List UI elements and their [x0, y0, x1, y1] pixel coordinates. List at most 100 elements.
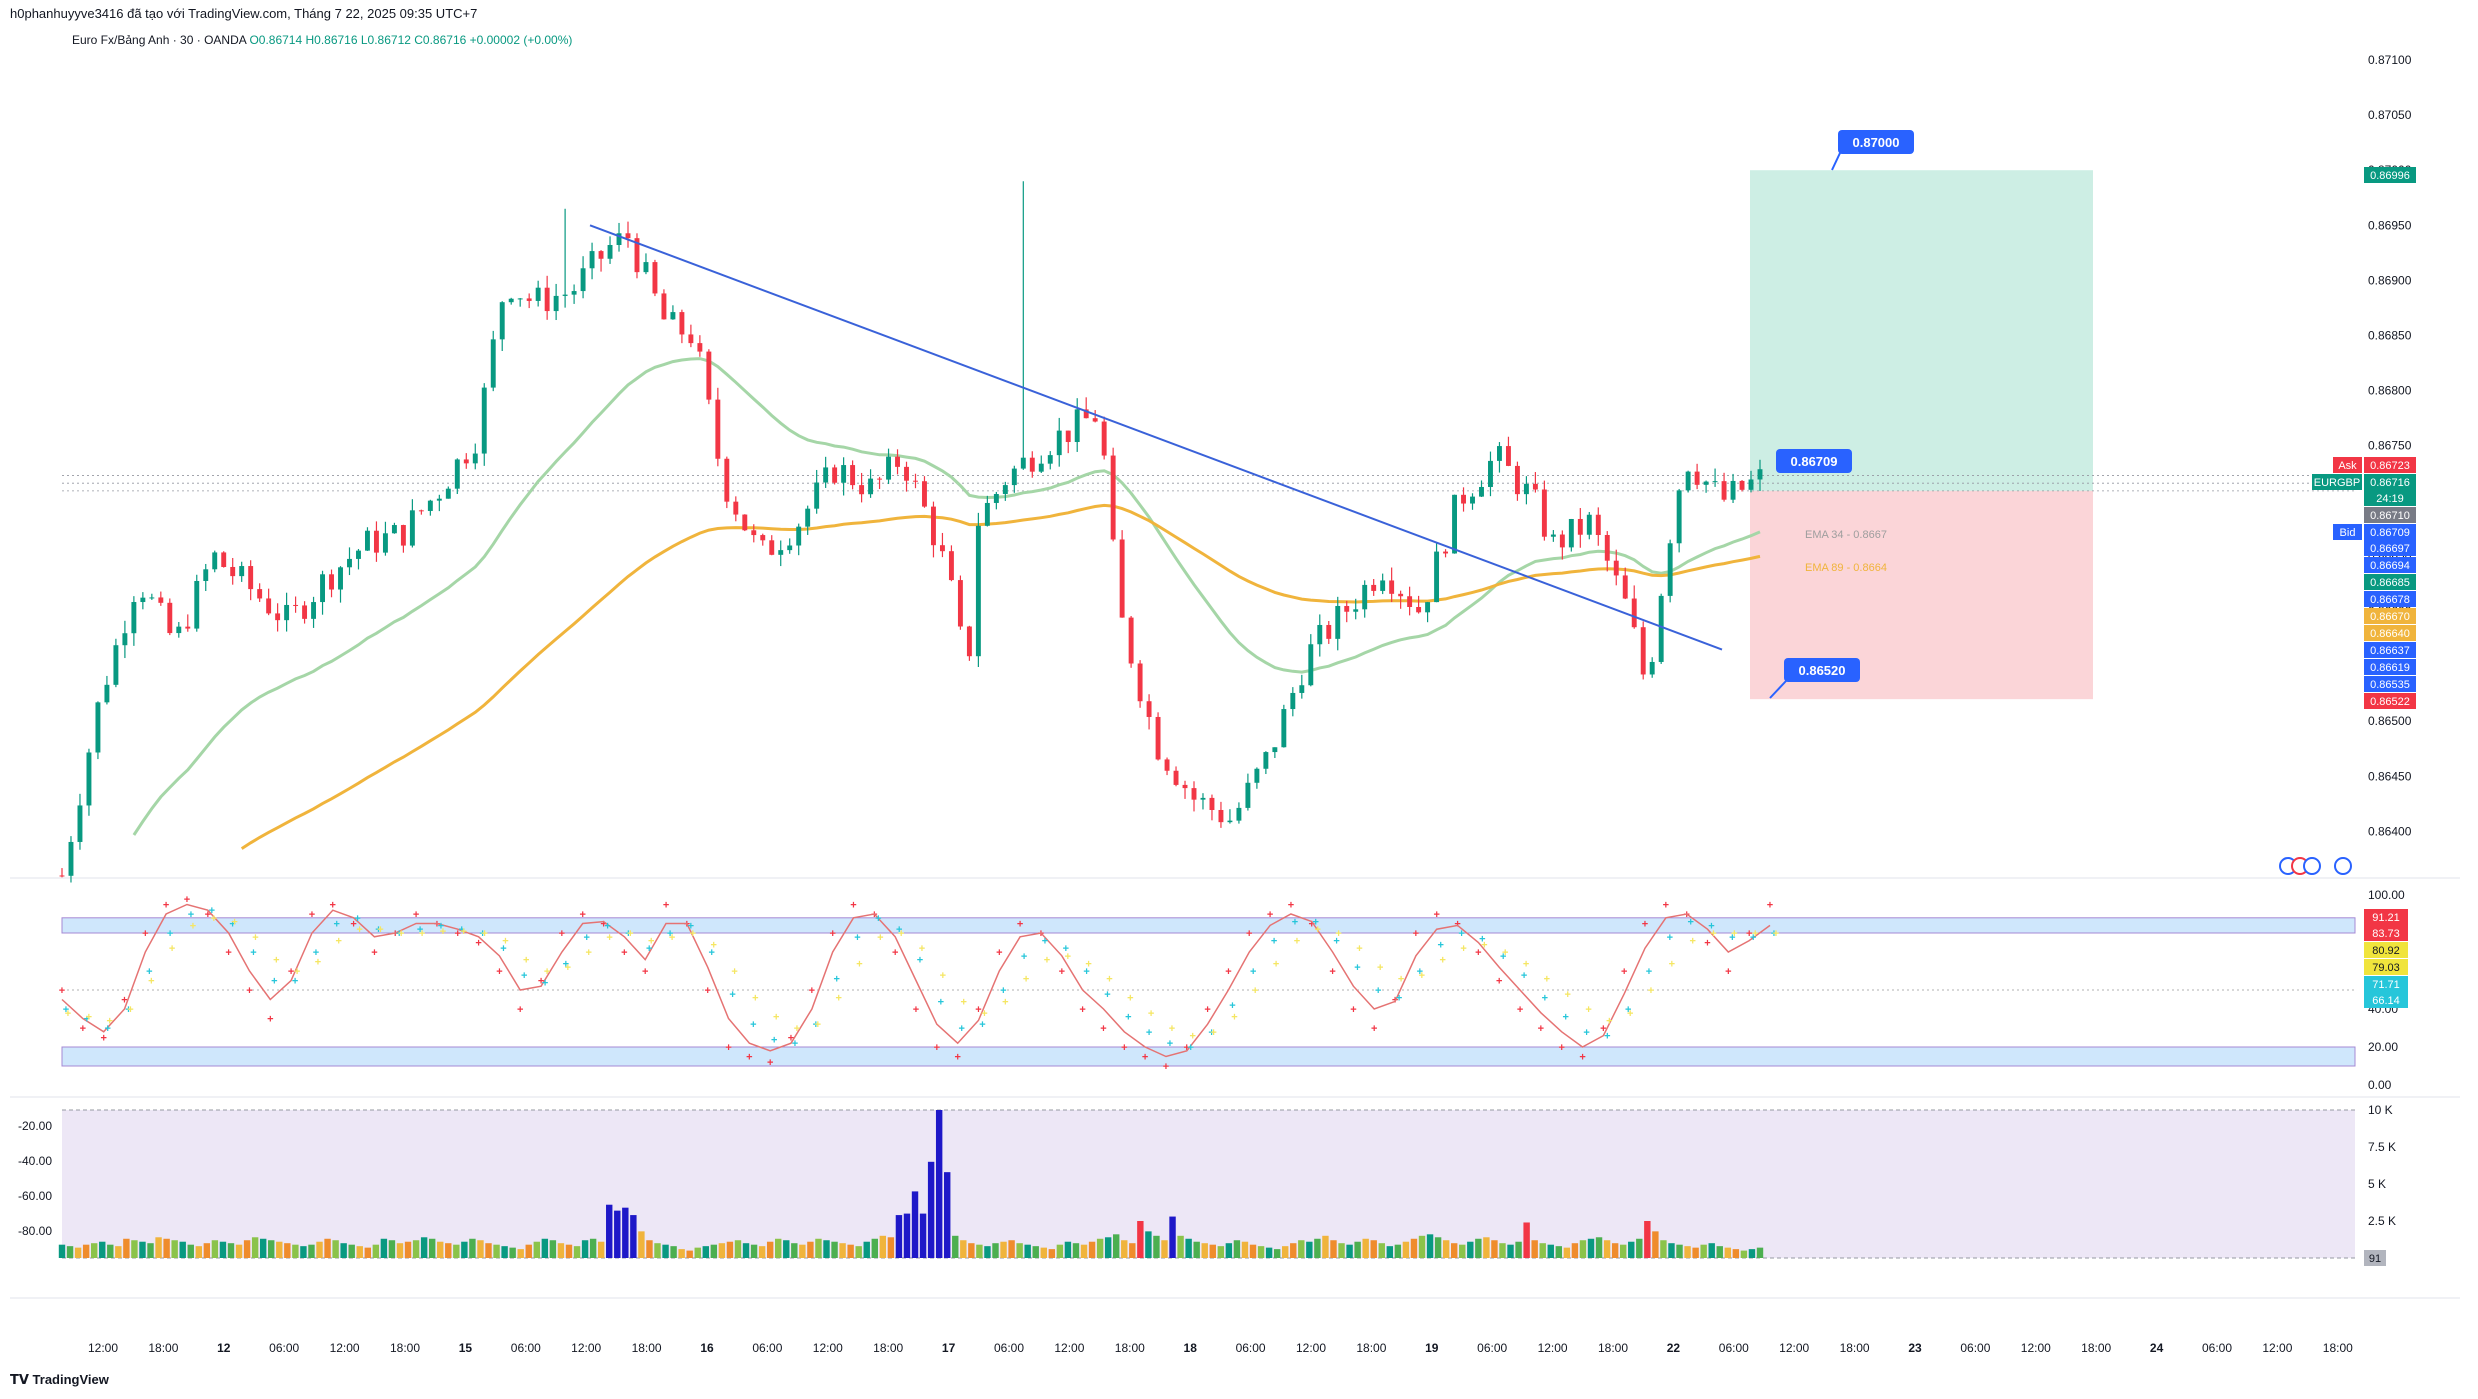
oscillator-point: +: [813, 1019, 819, 1031]
oscillator-point: +: [330, 900, 336, 912]
candle-body: [1739, 480, 1745, 490]
oscillator-point: +: [1083, 966, 1089, 978]
oscillator-point: +: [413, 909, 419, 921]
candle-body: [239, 566, 245, 577]
oscillator-point: +: [1417, 966, 1423, 978]
volume-bar: [1330, 1240, 1337, 1258]
oscillator-point: +: [809, 985, 815, 997]
price-scale-label-text: 0.86522: [2370, 696, 2410, 708]
volume-bar: [622, 1207, 629, 1258]
volume-left-tick: -40.00: [18, 1154, 52, 1168]
oscillator-point: +: [829, 928, 835, 940]
oscillator-point: +: [940, 970, 946, 982]
oscillator-point: +: [1667, 932, 1673, 944]
candle-body: [158, 597, 164, 603]
volume-bar: [1113, 1234, 1120, 1258]
oscillator-point: +: [690, 928, 696, 940]
candle-body: [1389, 580, 1395, 594]
time-tick-label: 12:00: [330, 1341, 360, 1355]
candle-body: [1362, 584, 1368, 610]
volume-bar: [1000, 1241, 1007, 1258]
oscillator-point: +: [1542, 993, 1548, 1005]
volume-bar: [1346, 1244, 1353, 1258]
time-axis[interactable]: 12:00 18:00 12 06:00 12:00 18:00 15 06:00 12:00 1…: [88, 1341, 2353, 1355]
candle-body: [1434, 551, 1440, 603]
candle-body: [1227, 820, 1233, 823]
oscillator-point: +: [106, 1015, 112, 1027]
candle-body: [1299, 685, 1305, 693]
oscillator-point: +: [1475, 947, 1481, 959]
oscillator-point: +: [1454, 919, 1460, 931]
oscillator-point: +: [188, 909, 194, 921]
volume-bar: [597, 1241, 605, 1258]
price-scale-label-text: 0.86996: [2370, 170, 2410, 182]
oscillator-point: +: [1148, 1008, 1154, 1020]
oscillator-point: +: [642, 966, 648, 978]
volume-bar: [1290, 1243, 1297, 1258]
oscillator-point: +: [1725, 966, 1731, 978]
oscillator-point: +: [146, 966, 152, 978]
tradingview-logo[interactable]: 𝗧𝗩 TradingView: [10, 1372, 109, 1388]
oscillator-point: +: [1646, 966, 1652, 978]
price-pane[interactable]: EMA 34 - 0.8667 EMA 89 - 0.8664 0.87000 0.8…: [10, 130, 2460, 883]
volume-bar: [1306, 1241, 1313, 1258]
price-scale-label: 0.86697: [2364, 540, 2416, 556]
oscillator-point: +: [1059, 966, 1065, 978]
volume-bar: [718, 1243, 726, 1258]
candle-body: [140, 597, 146, 603]
volume-bar: [1145, 1231, 1152, 1258]
oscillator-point: +: [1267, 909, 1273, 921]
oscillator-point: +: [1642, 919, 1648, 931]
candle-body: [1398, 593, 1404, 597]
candle-body: [1595, 514, 1601, 535]
entry-price-tag-box: [1776, 449, 1852, 473]
candle-body: [868, 478, 874, 495]
candle-body: [1470, 496, 1475, 504]
oscillator-value-bg: [2364, 959, 2408, 975]
candle-body: [436, 498, 442, 501]
price-tick-label: 0.86900: [2368, 273, 2412, 287]
volume-bar: [1233, 1240, 1241, 1258]
oscillator-point: +: [190, 920, 196, 932]
oscillator-point: +: [1398, 974, 1404, 986]
time-tick-label: 24: [2150, 1341, 2164, 1355]
volume-bar: [1676, 1244, 1683, 1258]
symbol-legend[interactable]: Euro Fx/Bảng Anh · 30 · OANDA O0.86714 H…: [72, 33, 572, 47]
candle-body: [1488, 460, 1493, 487]
oscillator-point: +: [746, 1052, 752, 1064]
candle-body: [886, 456, 891, 480]
volume-bar: [766, 1241, 774, 1258]
oscillator-value-text: 66.14: [2372, 995, 2400, 1007]
oscillator-point: +: [309, 909, 315, 921]
oscillator-point: +: [1169, 1023, 1175, 1035]
volume-bar: [1064, 1241, 1072, 1258]
volume-bar: [670, 1246, 677, 1258]
candle-body: [796, 526, 802, 546]
volume-pane[interactable]: -20.00 -40.00 -60.00 -80.00 10 K 7.5 K 5 K 2.5 …: [10, 1103, 2460, 1299]
candle-body: [984, 502, 990, 526]
volume-bar: [944, 1172, 951, 1258]
volume-bar: [493, 1244, 500, 1258]
price-tick-label: 0.86450: [2368, 769, 2412, 783]
price-scale-label-text: 0.86710: [2370, 510, 2410, 522]
stochastic-pane[interactable]: + + + + + + + + + + + + + + + + + + + + + + + + + + + + + + + + + + + + + + + +…: [10, 888, 2460, 1098]
volume-bar: [1104, 1237, 1112, 1258]
entry-price-tag-text: 0.86709: [1791, 454, 1838, 469]
price-scale-label-bg: [2364, 507, 2416, 523]
volume-bar: [1555, 1246, 1563, 1258]
price-tag-text: Ask: [2338, 460, 2357, 472]
volume-bar: [1724, 1247, 1732, 1258]
oscillator-value-bg: [2364, 925, 2408, 941]
oscillator-point: +: [1250, 966, 1256, 978]
oscillator-point: +: [1627, 1008, 1633, 1020]
oscillator-point: +: [1315, 924, 1321, 936]
price-scale-label: 0.86709 Bid: [2333, 524, 2416, 540]
volume-bar: [726, 1241, 734, 1258]
price-axis[interactable]: 0.871000.870500.870000.869500.869000.868…: [2312, 53, 2416, 838]
volume-bar: [74, 1247, 82, 1258]
price-scale-label-bg: [2364, 524, 2416, 540]
oscillator-point: +: [1583, 1027, 1589, 1039]
oscillator-point: +: [1746, 928, 1752, 940]
volume-last-text: 91: [2369, 1253, 2381, 1265]
